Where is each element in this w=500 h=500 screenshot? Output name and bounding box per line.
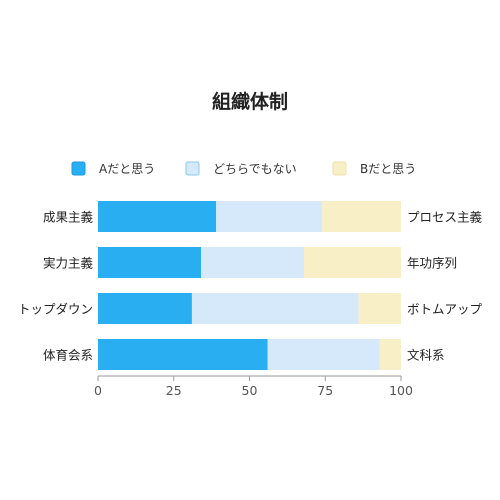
x-tick-label-1: 0: [94, 383, 102, 398]
x-tick-label-2: 25: [166, 383, 182, 398]
legend-label-1: Aだと思う: [99, 162, 155, 176]
category-label-right-4: 文科系: [407, 348, 445, 363]
x-tick-label-4: 75: [317, 383, 333, 398]
bar-1-3: [322, 201, 401, 232]
category-label-left-1: 成果主義: [43, 210, 94, 225]
legend-label-2: どちらでもない: [213, 162, 297, 176]
bars: [98, 201, 401, 370]
bar-3-1: [98, 293, 192, 324]
bar-4-2: [267, 339, 380, 370]
x-tick-label-5: 100: [389, 383, 413, 398]
bar-3-3: [358, 293, 401, 324]
bar-4-1: [98, 339, 268, 370]
bar-1-1: [98, 201, 217, 232]
bar-4-3: [379, 339, 401, 370]
legend-swatch-3: [332, 161, 347, 176]
bar-1-2: [216, 201, 323, 232]
legend-label-3: Bだと思う: [360, 162, 416, 176]
category-label-right-2: 年功序列: [407, 256, 457, 271]
bar-2-2: [201, 247, 305, 278]
bar-2-1: [98, 247, 202, 278]
bar-2-3: [304, 247, 401, 278]
category-label-left-3: トップダウン: [18, 302, 93, 317]
legend-swatch-2: [185, 161, 200, 176]
category-label-right-1: プロセス主義: [407, 210, 483, 225]
legend-swatch-1: [71, 161, 86, 176]
chart-title: 組織体制: [212, 90, 288, 113]
category-label-left-4: 体育会系: [43, 348, 93, 363]
legend: Aだと思う どちらでもない Bだと思う: [71, 161, 416, 176]
category-label-right-3: ボトムアップ: [407, 302, 483, 317]
bar-3-2: [191, 293, 359, 324]
x-tick-label-3: 50: [242, 383, 258, 398]
category-label-left-2: 実力主義: [43, 256, 94, 271]
x-axis: 0 25 50 75 100: [94, 375, 413, 398]
